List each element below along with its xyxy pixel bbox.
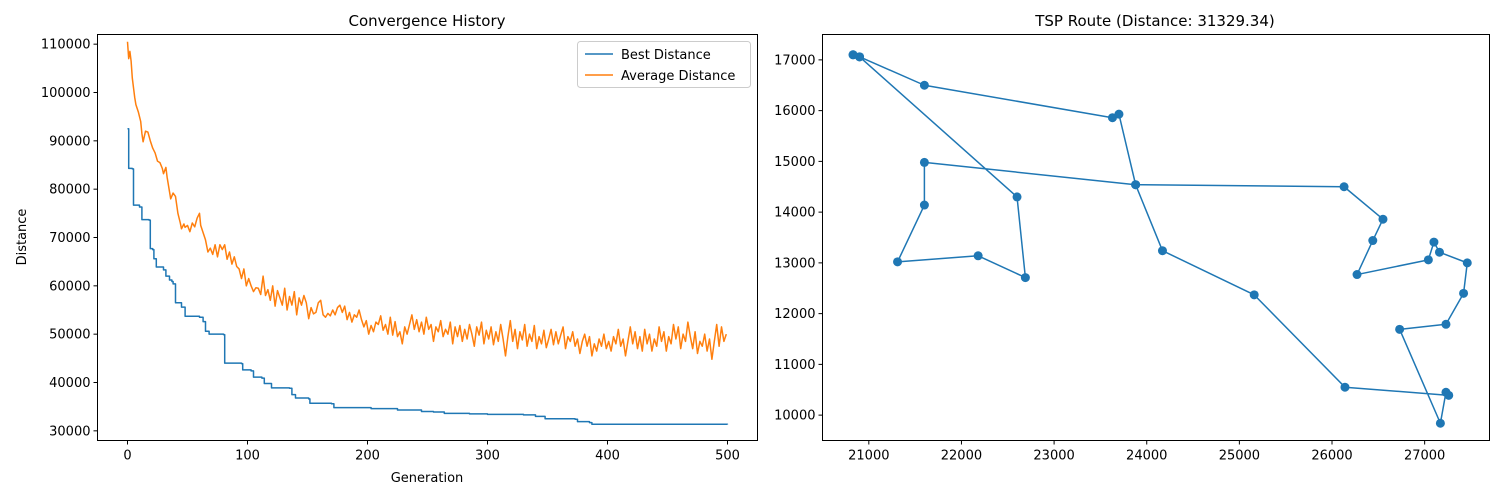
convergence-axes-frame	[97, 34, 758, 441]
tsp-city-point	[1444, 390, 1454, 400]
convergence-y-tick-label: 70000	[49, 231, 90, 246]
tsp-y-tick-label: 16000	[774, 104, 815, 119]
tsp-x-tick-label: 21000	[848, 449, 889, 464]
tsp-city-point	[1459, 288, 1469, 298]
convergence-x-tick-label: 200	[355, 449, 380, 464]
tsp-city-point	[1114, 109, 1124, 119]
tsp-route-chart-title: TSP Route (Distance: 31329.34)	[1034, 12, 1275, 30]
convergence-y-tick-label: 90000	[49, 134, 90, 149]
convergence-chart-title: Convergence History	[348, 12, 505, 30]
average-distance-line	[126, 41, 728, 361]
convergence-y-label: Distance	[15, 209, 30, 266]
convergence-legend: Best Distance Average Distance	[577, 41, 751, 88]
tsp-y-tick-label: 17000	[774, 53, 815, 68]
tsp-city-point	[973, 251, 983, 261]
tsp-city-point	[1249, 290, 1259, 300]
convergence-x-label: Generation	[391, 471, 464, 486]
tsp-route-series	[848, 50, 1472, 428]
tsp-city-point	[1395, 324, 1405, 334]
tsp-x-tick-label: 27000	[1404, 449, 1445, 464]
tsp-city-point	[1441, 319, 1451, 329]
tsp-city-point	[919, 200, 929, 210]
tsp-city-point	[1462, 258, 1472, 268]
tsp-y-tick-label: 15000	[774, 155, 815, 170]
tsp-route-line	[852, 54, 1469, 424]
tsp-y-tick-label: 11000	[774, 358, 815, 373]
convergence-series	[126, 41, 729, 426]
tsp-city-point	[1012, 192, 1022, 202]
tsp-city-point	[1368, 236, 1378, 246]
tsp-city-point	[1352, 270, 1362, 280]
convergence-y-tick-label: 80000	[49, 183, 90, 198]
tsp-x-tick-label: 23000	[1033, 449, 1074, 464]
convergence-x-tick-label: 100	[235, 449, 260, 464]
convergence-y-tick-label: 100000	[41, 86, 91, 101]
tsp-y-tick-label: 10000	[774, 409, 815, 424]
convergence-axes-ticks: 0 100 200 300 400 500 30000 40000 50000 60000 7000…	[41, 38, 740, 464]
convergence-x-tick-label: 300	[475, 449, 500, 464]
convergence-y-tick-label: 110000	[41, 38, 91, 53]
tsp-city-point	[893, 257, 903, 267]
convergence-chart: Convergence History 0 100 200 300 400 500 3000…	[15, 12, 758, 486]
tsp-city-point	[1020, 273, 1030, 283]
tsp-city-point	[1339, 182, 1349, 192]
legend-label-best: Best Distance	[621, 48, 711, 63]
tsp-axes-ticks: 21000 22000 23000 24000 25000 26000 27000 10000…	[774, 53, 1445, 463]
convergence-y-tick-label: 50000	[49, 328, 90, 343]
tsp-city-point	[1157, 246, 1167, 256]
legend-box	[577, 41, 751, 88]
convergence-x-tick-label: 400	[595, 449, 620, 464]
convergence-y-tick-label: 60000	[49, 279, 90, 294]
legend-label-average: Average Distance	[621, 69, 735, 84]
tsp-city-point	[1429, 237, 1439, 247]
tsp-city-point	[1131, 180, 1141, 190]
tsp-city-point	[919, 80, 929, 90]
tsp-city-point	[848, 50, 858, 60]
tsp-x-tick-label: 24000	[1126, 449, 1167, 464]
convergence-y-tick-label: 40000	[49, 376, 90, 391]
convergence-x-tick-label: 0	[123, 449, 131, 464]
tsp-y-tick-label: 14000	[774, 206, 815, 221]
tsp-city-point	[1434, 247, 1444, 257]
tsp-city-point	[1340, 382, 1350, 392]
tsp-city-point	[1423, 255, 1433, 265]
tsp-route-chart: TSP Route (Distance: 31329.34) 21000 2200…	[774, 12, 1490, 464]
tsp-city-point	[1435, 418, 1445, 428]
tsp-city-point	[1378, 214, 1388, 224]
tsp-y-tick-label: 12000	[774, 307, 815, 322]
convergence-x-tick-label: 500	[715, 449, 740, 464]
tsp-y-tick-label: 13000	[774, 256, 815, 271]
tsp-axes-frame	[822, 34, 1490, 441]
tsp-x-tick-label: 26000	[1311, 449, 1352, 464]
tsp-x-tick-label: 25000	[1219, 449, 1260, 464]
best-distance-line	[127, 128, 729, 426]
tsp-city-point	[919, 157, 929, 167]
convergence-y-tick-label: 30000	[49, 424, 90, 439]
tsp-x-tick-label: 22000	[941, 449, 982, 464]
